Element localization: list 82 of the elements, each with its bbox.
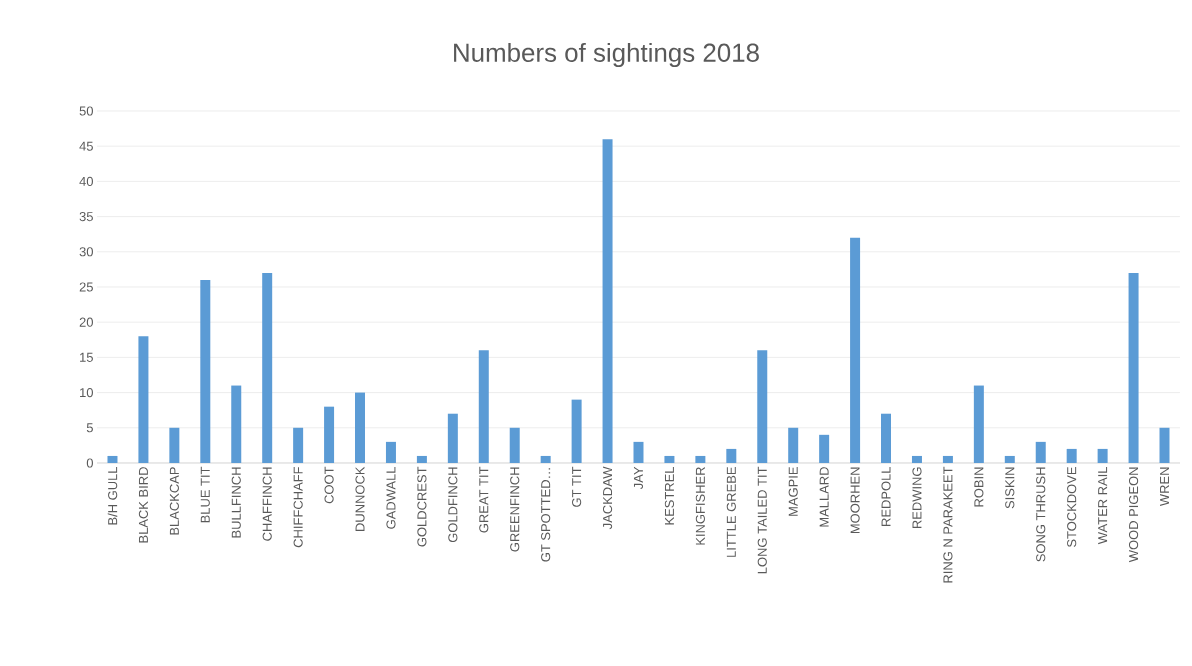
x-tick-label: SONG THRUSH bbox=[1036, 467, 1046, 562]
x-tick-label: WREN bbox=[1160, 467, 1169, 507]
x-tick-label: GREENFINCH bbox=[510, 467, 520, 552]
x-tick-label: SISKIN bbox=[1005, 467, 1015, 509]
bar bbox=[200, 279, 211, 463]
bar bbox=[757, 350, 768, 463]
bar bbox=[819, 434, 830, 463]
y-tick-label: 30 bbox=[79, 247, 93, 257]
x-tick-label: GT SPOTTED… bbox=[541, 468, 551, 562]
x-tick-label: COOT bbox=[324, 466, 334, 504]
x-tick-label: STOCKDOVE bbox=[1067, 467, 1077, 547]
x-tick-label: CHAFFINCH bbox=[262, 467, 272, 541]
x-tick-label: REDWING bbox=[912, 467, 922, 529]
x-tick-label: KESTREL bbox=[664, 466, 675, 525]
y-tick-label: 40 bbox=[79, 176, 93, 186]
y-tick-label: 50 bbox=[79, 106, 93, 116]
x-tick-label: BLACK BIRD bbox=[138, 467, 149, 543]
x-tick-label: BLUE TIT bbox=[200, 466, 210, 523]
bar bbox=[324, 406, 335, 463]
y-tick-label: 35 bbox=[79, 212, 93, 222]
bar bbox=[942, 455, 953, 463]
x-tick-label: JAY bbox=[633, 466, 644, 490]
bar bbox=[540, 455, 551, 463]
x-tick-label: BLACKCAP bbox=[169, 467, 179, 535]
bar bbox=[1035, 441, 1046, 463]
x-tick-label: REDPOLL bbox=[881, 466, 891, 526]
x-tick-label: WATER RAIL bbox=[1098, 466, 1108, 545]
bar bbox=[1097, 448, 1108, 463]
bar bbox=[726, 448, 737, 463]
bar bbox=[788, 427, 799, 463]
y-tick-label: 45 bbox=[79, 141, 93, 151]
x-tick-label: GREAT TIT bbox=[479, 466, 489, 533]
x-tick-label: GT TIT bbox=[572, 466, 582, 507]
x-tick-label: KINGFISHER bbox=[695, 467, 705, 545]
bar bbox=[602, 139, 613, 463]
bar bbox=[850, 237, 861, 463]
y-tick-label: 5 bbox=[86, 423, 93, 433]
bar bbox=[509, 427, 520, 463]
bar bbox=[664, 455, 675, 463]
bar bbox=[1128, 272, 1139, 463]
bar bbox=[355, 392, 366, 463]
bar bbox=[1066, 448, 1077, 463]
y-tick-label: 10 bbox=[80, 388, 93, 398]
x-tick-label: CHIFFCHAFF bbox=[293, 467, 303, 548]
x-tick-label: GOLDFINCH bbox=[448, 467, 458, 543]
x-tick-label: LITTLE GREBE bbox=[726, 467, 736, 557]
y-tick-label: 20 bbox=[79, 317, 93, 327]
x-tick-label: DUNNOCK bbox=[355, 466, 365, 531]
bar bbox=[231, 385, 242, 463]
bar bbox=[881, 413, 892, 463]
x-tick-label: ROBIN bbox=[974, 467, 984, 507]
x-tick-label: LONG TAILED TIT bbox=[757, 466, 767, 574]
x-tick-label: MOORHEN bbox=[850, 467, 860, 534]
bar bbox=[911, 455, 922, 463]
bar bbox=[107, 455, 118, 463]
bar bbox=[385, 441, 396, 463]
y-tick-label: 25 bbox=[79, 282, 93, 292]
x-tick-label: B/H GULL bbox=[107, 466, 118, 525]
x-tick-label: GADWALL bbox=[386, 466, 396, 529]
bar bbox=[416, 455, 427, 463]
bar bbox=[169, 427, 180, 463]
bar bbox=[447, 413, 458, 463]
bar bbox=[293, 427, 304, 463]
x-tick-label: MAGPIE bbox=[788, 467, 798, 516]
chart-title: Numbers of sightings 2018 bbox=[454, 42, 759, 68]
bar bbox=[973, 385, 984, 463]
bar bbox=[478, 350, 489, 463]
bar bbox=[1159, 427, 1170, 463]
bar bbox=[1004, 455, 1015, 463]
y-tick-label: 15 bbox=[80, 352, 93, 362]
bar bbox=[138, 336, 149, 463]
x-tick-label: RING N PARAKEET bbox=[943, 466, 953, 583]
bar bbox=[633, 441, 644, 463]
y-tick-label: 0 bbox=[86, 458, 93, 468]
x-tick-label: WOOD PIGEON bbox=[1128, 467, 1139, 563]
bar bbox=[262, 272, 273, 463]
x-tick-label: GOLDCREST bbox=[417, 466, 427, 547]
x-tick-label: JACKDAW bbox=[602, 466, 613, 530]
x-tick-label: BULLFINCH bbox=[231, 467, 241, 538]
x-tick-label: MALLARD bbox=[819, 467, 829, 527]
bar bbox=[571, 399, 582, 463]
bar bbox=[695, 455, 706, 463]
